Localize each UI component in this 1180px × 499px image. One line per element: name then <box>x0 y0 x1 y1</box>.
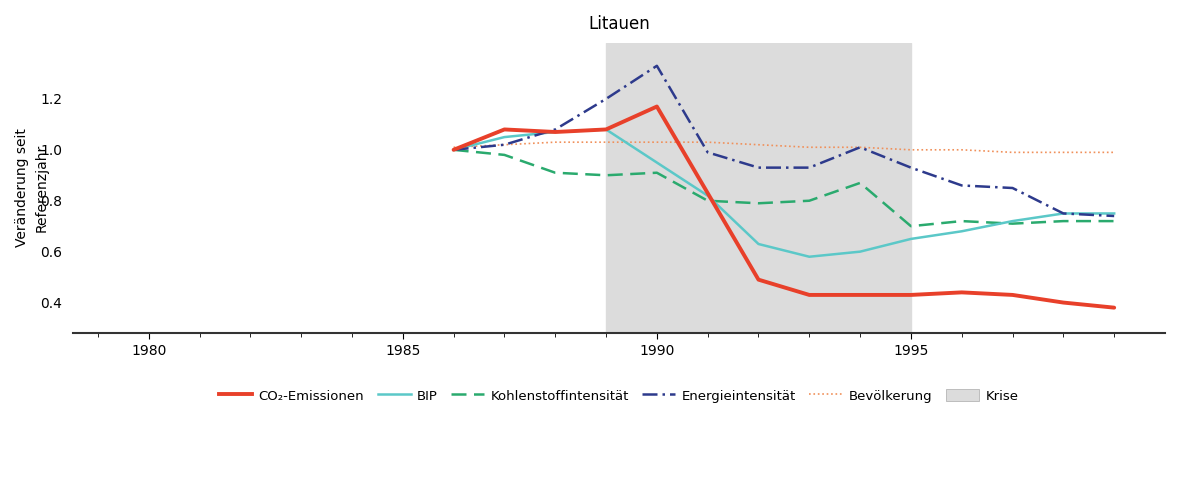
Legend: CO₂-Emissionen, BIP, Kohlenstoffintensität, Energieintensität, Bevölkerung, Kris: CO₂-Emissionen, BIP, Kohlenstoffintensit… <box>214 384 1023 408</box>
Bar <box>607 43 911 333</box>
Y-axis label: Veränderung seit
Referenzjahr: Veränderung seit Referenzjahr <box>15 129 48 248</box>
Title: Litauen: Litauen <box>588 15 650 33</box>
